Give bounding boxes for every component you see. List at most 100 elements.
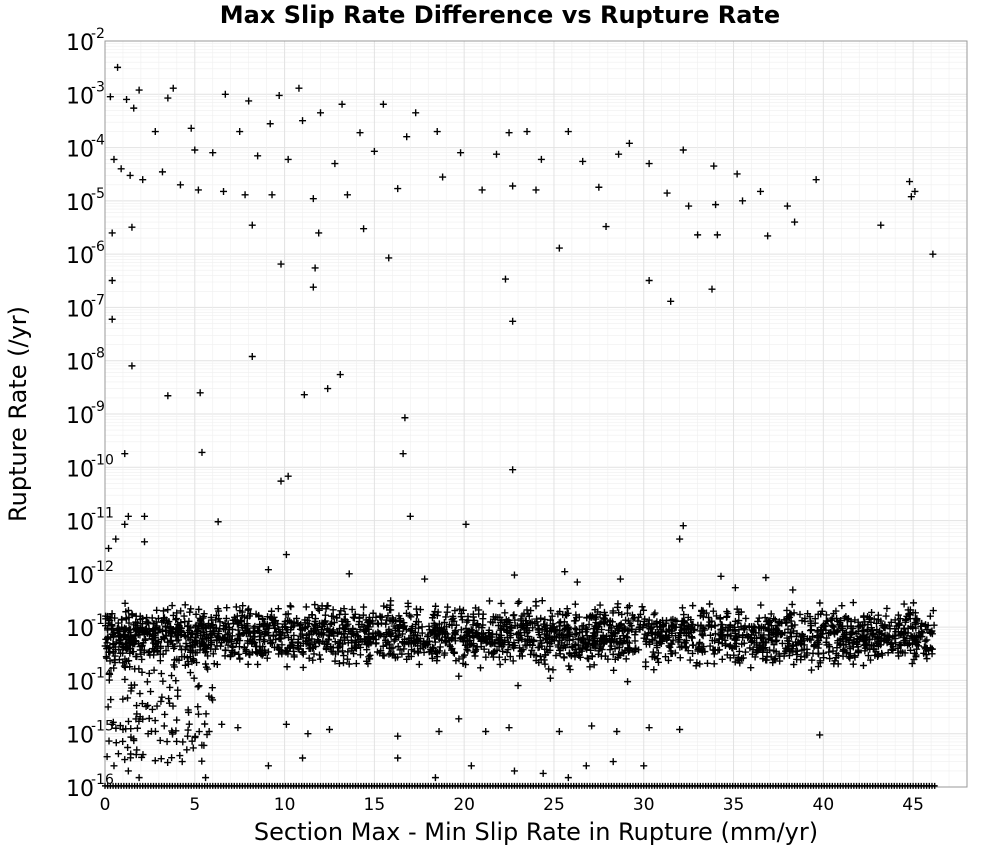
data-point bbox=[328, 620, 336, 628]
data-point bbox=[335, 660, 343, 668]
data-point bbox=[778, 639, 786, 647]
data-point bbox=[128, 611, 136, 619]
data-point bbox=[306, 641, 314, 649]
data-point bbox=[614, 603, 622, 611]
data-point bbox=[202, 710, 210, 718]
data-point bbox=[258, 615, 266, 623]
data-point bbox=[763, 648, 771, 656]
y-tick-label: 10 bbox=[66, 84, 94, 109]
data-point bbox=[818, 630, 826, 638]
data-point bbox=[385, 650, 393, 658]
data-point bbox=[561, 568, 569, 576]
data-point bbox=[296, 632, 304, 640]
data-point bbox=[844, 615, 852, 623]
data-point bbox=[623, 609, 631, 617]
data-point bbox=[649, 648, 657, 656]
data-point bbox=[897, 641, 905, 649]
data-point bbox=[157, 635, 165, 643]
data-point bbox=[595, 183, 603, 191]
data-point bbox=[457, 634, 465, 642]
data-point bbox=[160, 607, 168, 615]
data-point bbox=[905, 640, 913, 648]
data-point bbox=[461, 641, 469, 649]
data-point bbox=[731, 627, 739, 635]
data-point bbox=[161, 710, 169, 718]
data-point bbox=[924, 621, 932, 629]
data-point bbox=[717, 626, 725, 634]
data-point bbox=[771, 654, 779, 662]
data-point bbox=[169, 702, 177, 710]
chart-title: Max Slip Rate Difference vs Rupture Rate bbox=[220, 1, 780, 29]
data-point bbox=[116, 722, 124, 730]
data-point bbox=[731, 658, 739, 666]
data-point bbox=[399, 630, 407, 638]
y-tick-label: 10 bbox=[66, 404, 94, 429]
data-point bbox=[139, 176, 147, 184]
data-point bbox=[432, 602, 440, 610]
data-point bbox=[541, 660, 549, 668]
data-point bbox=[354, 633, 362, 641]
data-point bbox=[482, 728, 490, 736]
data-point bbox=[807, 636, 815, 644]
x-tick-label: 0 bbox=[100, 795, 111, 815]
data-point bbox=[530, 651, 538, 659]
data-point bbox=[807, 666, 815, 674]
data-point bbox=[625, 139, 633, 147]
data-point bbox=[284, 155, 292, 163]
data-point bbox=[112, 724, 120, 732]
data-point bbox=[610, 666, 618, 674]
data-point bbox=[131, 665, 139, 673]
data-point bbox=[126, 628, 134, 636]
data-point bbox=[411, 647, 419, 655]
data-point bbox=[141, 512, 149, 520]
data-point bbox=[543, 646, 551, 654]
data-point bbox=[880, 623, 888, 631]
data-point bbox=[185, 626, 193, 634]
data-point bbox=[527, 607, 535, 615]
data-point bbox=[631, 637, 639, 645]
data-point bbox=[413, 611, 421, 619]
data-point bbox=[564, 128, 572, 136]
data-point bbox=[145, 669, 153, 677]
data-point bbox=[430, 619, 438, 627]
data-point bbox=[173, 637, 181, 645]
data-point bbox=[172, 677, 180, 685]
data-point bbox=[282, 648, 290, 656]
data-point bbox=[290, 631, 298, 639]
data-point bbox=[294, 642, 302, 650]
data-point bbox=[323, 602, 331, 610]
data-point bbox=[616, 652, 624, 660]
data-point bbox=[641, 615, 649, 623]
data-point bbox=[351, 610, 359, 618]
data-point bbox=[185, 720, 193, 728]
data-point bbox=[459, 606, 467, 614]
x-tick-label: 35 bbox=[723, 795, 745, 815]
data-point bbox=[295, 645, 303, 653]
data-point bbox=[722, 624, 730, 632]
data-point bbox=[896, 615, 904, 623]
data-point bbox=[505, 724, 513, 732]
data-point bbox=[326, 620, 334, 628]
data-point bbox=[611, 645, 619, 653]
data-point bbox=[149, 645, 157, 653]
data-point bbox=[211, 627, 219, 635]
data-point bbox=[146, 648, 154, 656]
data-point bbox=[308, 635, 316, 643]
data-point bbox=[140, 646, 148, 654]
data-point bbox=[229, 625, 237, 633]
data-point bbox=[783, 606, 791, 614]
data-point bbox=[394, 185, 402, 193]
data-point bbox=[192, 610, 200, 618]
data-point bbox=[776, 619, 784, 627]
data-point bbox=[442, 613, 450, 621]
data-point bbox=[680, 611, 688, 619]
data-point bbox=[332, 650, 340, 658]
data-point bbox=[317, 109, 324, 117]
data-point bbox=[364, 660, 372, 668]
data-point bbox=[697, 622, 705, 630]
data-point bbox=[433, 649, 441, 657]
data-point bbox=[164, 94, 172, 102]
data-point bbox=[282, 551, 290, 559]
data-point bbox=[755, 614, 763, 622]
data-point bbox=[684, 613, 692, 621]
